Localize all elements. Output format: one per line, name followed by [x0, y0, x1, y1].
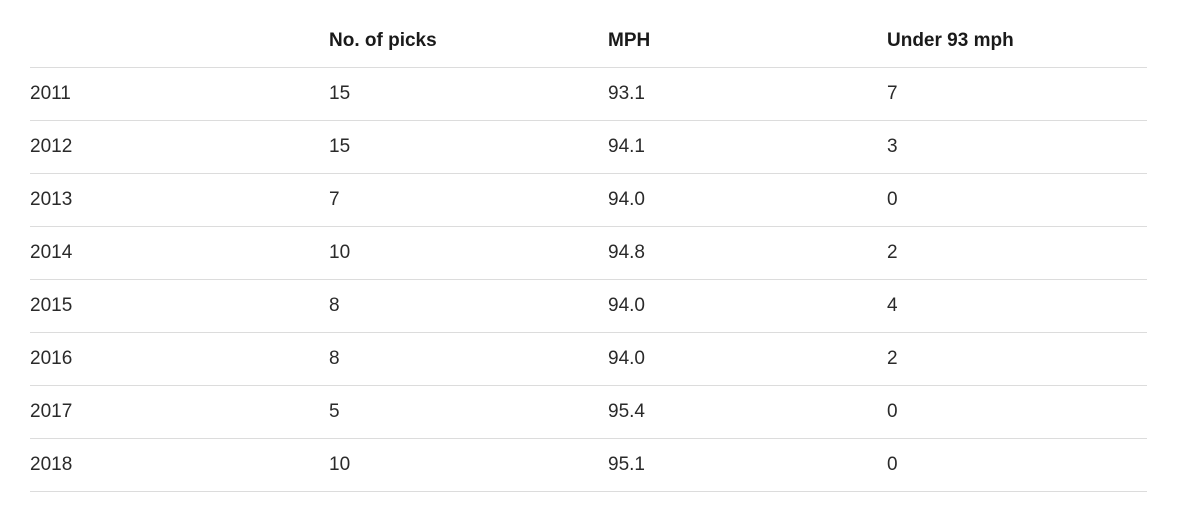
cell-year: 2018: [30, 438, 329, 492]
header-mph: MPH: [608, 14, 887, 68]
cell-year: 2013: [30, 173, 329, 227]
header-row: No. of picks MPH Under 93 mph: [30, 14, 1147, 68]
cell-under-93-mph: 2: [887, 226, 1147, 280]
table-header: No. of picks MPH Under 93 mph: [30, 14, 1147, 68]
cell-number-of-picks: 15: [329, 120, 608, 174]
cell-mph: 94.8: [608, 226, 887, 280]
header-under-93-mph: Under 93 mph: [887, 14, 1147, 68]
table-row: 2013 7 94.0 0: [30, 173, 1147, 227]
cell-under-93-mph: 0: [887, 438, 1147, 492]
stats-table: No. of picks MPH Under 93 mph 2011 15 93…: [30, 14, 1147, 492]
cell-under-93-mph: 4: [887, 279, 1147, 333]
cell-under-93-mph: 0: [887, 173, 1147, 227]
table-row: 2012 15 94.1 3: [30, 120, 1147, 174]
cell-number-of-picks: 8: [329, 332, 608, 386]
cell-mph: 93.1: [608, 67, 887, 121]
table-row: 2017 5 95.4 0: [30, 385, 1147, 439]
cell-mph: 94.1: [608, 120, 887, 174]
header-number-of-picks: No. of picks: [329, 14, 608, 68]
table-row: 2018 10 95.1 0: [30, 438, 1147, 492]
cell-number-of-picks: 15: [329, 67, 608, 121]
table-row: 2016 8 94.0 2: [30, 332, 1147, 386]
cell-number-of-picks: 8: [329, 279, 608, 333]
cell-year: 2011: [30, 67, 329, 121]
cell-number-of-picks: 10: [329, 226, 608, 280]
cell-year: 2014: [30, 226, 329, 280]
cell-under-93-mph: 7: [887, 67, 1147, 121]
table-row: 2015 8 94.0 4: [30, 279, 1147, 333]
cell-under-93-mph: 0: [887, 385, 1147, 439]
cell-mph: 95.1: [608, 438, 887, 492]
cell-mph: 95.4: [608, 385, 887, 439]
cell-year: 2016: [30, 332, 329, 386]
cell-under-93-mph: 3: [887, 120, 1147, 174]
cell-mph: 94.0: [608, 173, 887, 227]
cell-year: 2017: [30, 385, 329, 439]
cell-number-of-picks: 7: [329, 173, 608, 227]
cell-year: 2012: [30, 120, 329, 174]
table-row: 2014 10 94.8 2: [30, 226, 1147, 280]
cell-mph: 94.0: [608, 332, 887, 386]
cell-mph: 94.0: [608, 279, 887, 333]
cell-number-of-picks: 10: [329, 438, 608, 492]
table-body: 2011 15 93.1 7 2012 15 94.1 3 2013 7 94.…: [30, 67, 1147, 492]
table-row: 2011 15 93.1 7: [30, 67, 1147, 121]
cell-under-93-mph: 2: [887, 332, 1147, 386]
cell-year: 2015: [30, 279, 329, 333]
cell-number-of-picks: 5: [329, 385, 608, 439]
header-year: [30, 14, 329, 68]
stats-table-container: No. of picks MPH Under 93 mph 2011 15 93…: [30, 14, 1147, 492]
